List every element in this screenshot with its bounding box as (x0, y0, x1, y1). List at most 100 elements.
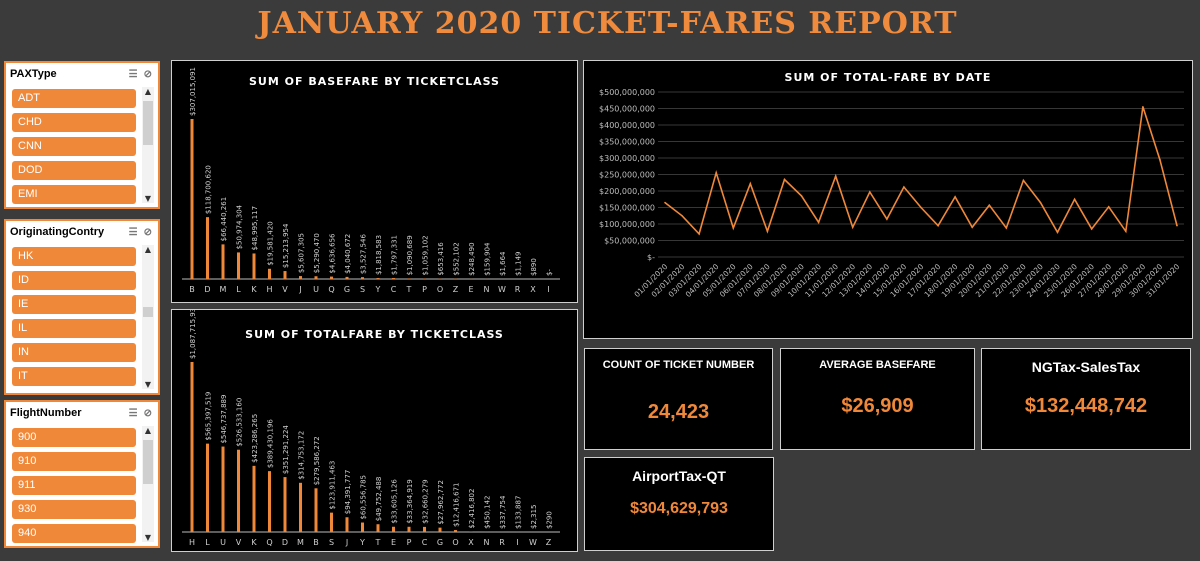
data-label: $3,527,546 (360, 234, 368, 275)
bar (392, 278, 395, 279)
date-chart: $- $50,000,000 $100,000,000 $150,000,000 $20… (599, 88, 1184, 299)
bar (407, 526, 411, 532)
multiselect-icon[interactable]: ☰ (128, 226, 138, 238)
data-label: $1,087,715,932 (189, 310, 197, 359)
date-chart-panel: SUM OF TOTAL-FARE BY DATE $- $50,000,000 $… (583, 60, 1193, 339)
slicer-item[interactable]: CNN (12, 137, 136, 156)
slicer-item[interactable]: 940 (12, 524, 136, 543)
data-label: $49,752,488 (375, 477, 383, 522)
category-label: W (498, 285, 506, 294)
data-point (886, 218, 888, 220)
bar (392, 526, 395, 532)
scroll-up-icon[interactable]: ▲ (144, 245, 152, 254)
kpi-label: COUNT OF TICKET NUMBER (602, 359, 755, 371)
chart-title: SUM OF TOTALFARE BY TICKETCLASS (245, 328, 504, 341)
bar (314, 276, 318, 279)
data-label: $890 (530, 258, 538, 276)
slicer-title: FlightNumber (10, 407, 82, 419)
slicer-item[interactable]: ID (12, 271, 136, 290)
bar (345, 517, 349, 532)
multiselect-icon[interactable]: ☰ (128, 407, 138, 419)
bar (314, 488, 318, 532)
category-label: P (422, 285, 427, 294)
slicer-item[interactable]: IN (12, 343, 136, 362)
category-label: I (516, 538, 518, 547)
bar (237, 449, 240, 532)
slicer-title: PAXType (10, 68, 57, 80)
slicer-item[interactable]: 911 (12, 476, 136, 495)
y-tick-label: $250,000,000 (599, 171, 655, 180)
slicer-item[interactable]: DOD (12, 161, 136, 180)
kpi-value: 24,423 (647, 401, 710, 423)
scroll-thumb[interactable] (143, 101, 153, 145)
data-point (937, 224, 939, 227)
multiselect-icon[interactable]: ☰ (128, 68, 138, 80)
bar (221, 446, 225, 532)
data-point (1005, 227, 1008, 229)
slicer-item[interactable]: EMI (12, 185, 136, 204)
slicer-item[interactable]: IL (12, 319, 136, 338)
bar (268, 268, 271, 279)
category-label: I (547, 285, 549, 294)
data-label: $1,664 (499, 251, 507, 276)
data-point (766, 230, 769, 233)
scroll-up-icon[interactable]: ▲ (144, 426, 152, 435)
scroll-down-icon[interactable]: ▼ (144, 380, 152, 389)
category-label: S (329, 538, 334, 547)
slicer-item[interactable]: 910 (12, 452, 136, 471)
slicer-item[interactable]: HK (12, 247, 136, 266)
scroll-thumb[interactable] (143, 307, 153, 317)
slicer-flightnumber: FlightNumber ☰ ⊘ 900 910 911 930 940 ▲ ▼ (4, 400, 160, 548)
kpi-value: $26,909 (841, 395, 914, 417)
data-label: $123,911,463 (329, 461, 337, 510)
category-label: W (529, 538, 537, 547)
kpi-average-basefare: AVERAGE BASEFARE $26,909 (780, 348, 975, 450)
basefare-chart: $307,015,091 B $118,700,620 D $66,440,261 M $5… (182, 67, 560, 294)
category-label: M (297, 538, 304, 547)
slicer-item[interactable]: IE (12, 295, 136, 314)
kpi-label: AirportTax-QT (632, 468, 726, 484)
data-label: $552,102 (453, 242, 461, 275)
data-point (732, 227, 735, 229)
data-point (800, 195, 803, 197)
scroll-up-icon[interactable]: ▲ (144, 87, 152, 96)
scroll-down-icon[interactable]: ▼ (144, 533, 152, 542)
data-point (715, 172, 717, 174)
slicer-item[interactable]: IT (12, 367, 136, 386)
slicer-item[interactable]: CHD (12, 113, 136, 132)
clear-filter-icon[interactable]: ⊘ (143, 226, 152, 238)
category-label: G (437, 538, 443, 547)
category-label: R (499, 538, 505, 547)
data-label: $33,364,919 (406, 479, 414, 524)
category-label: C (422, 538, 428, 547)
clear-filter-icon[interactable]: ⊘ (143, 407, 152, 419)
data-point (954, 196, 956, 198)
data-label: $1,797,331 (391, 235, 399, 275)
kpi-count-tickets: COUNT OF TICKET NUMBER 24,423 (584, 348, 773, 450)
scroll-down-icon[interactable]: ▼ (144, 194, 152, 203)
slicer-item[interactable]: 930 (12, 500, 136, 519)
bar (206, 443, 209, 532)
clear-filter-icon[interactable]: ⊘ (143, 68, 152, 80)
data-label: $290 (546, 511, 554, 529)
category-label: K (251, 538, 257, 547)
slicer-scrollbar[interactable]: ▲ ▼ (142, 87, 154, 203)
data-label: $314,753,172 (298, 431, 306, 480)
scroll-thumb[interactable] (143, 440, 153, 484)
bar (330, 276, 333, 279)
slicer-item[interactable]: 900 (12, 428, 136, 447)
data-point (681, 214, 683, 217)
category-label: J (298, 285, 301, 294)
slicer-scrollbar[interactable]: ▲ ▼ (142, 426, 154, 542)
data-point (783, 178, 786, 181)
bar (190, 119, 194, 279)
data-point (1159, 158, 1161, 161)
category-label: B (313, 538, 319, 547)
kpi-airporttax-qt: AirportTax-QT $304,629,793 (584, 457, 774, 551)
data-label: $279,586,272 (313, 436, 321, 485)
category-label: O (452, 538, 458, 547)
slicer-scrollbar[interactable]: ▲ ▼ (142, 245, 154, 389)
data-label: $1,149 (515, 251, 523, 275)
slicer-item[interactable]: ADT (12, 89, 136, 108)
y-tick-label: $200,000,000 (599, 187, 655, 196)
